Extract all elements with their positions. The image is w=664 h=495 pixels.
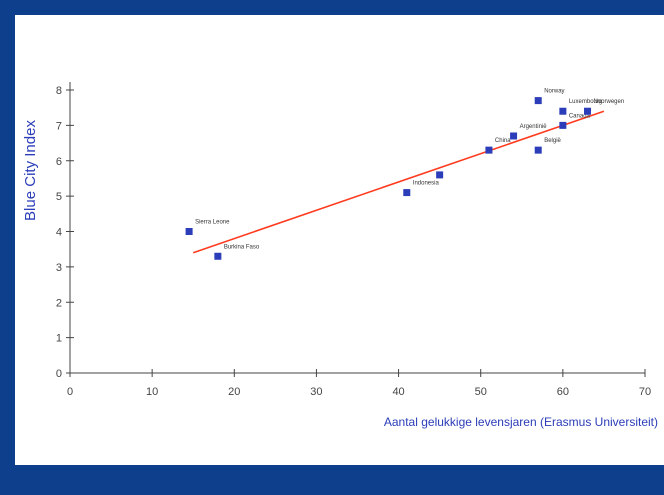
y-tick-label: 1 (56, 333, 62, 345)
trend-line (192, 110, 605, 254)
data-point (584, 107, 591, 115)
y-tick-label: 7 (56, 120, 62, 132)
data-point (485, 146, 493, 154)
data-point-label: België (544, 138, 561, 144)
y-tick-label: 4 (56, 227, 62, 239)
data-point-label: Sierra Leone (195, 220, 230, 226)
x-tick-label: 40 (392, 386, 404, 398)
data-point (534, 146, 542, 154)
y-tick-label: 2 (56, 297, 62, 309)
x-tick-label: 10 (146, 386, 158, 398)
data-point (559, 107, 567, 115)
data-point-label: Canada (569, 113, 591, 119)
y-tick-label: 8 (56, 85, 62, 97)
data-point-label: Burkina Faso (224, 244, 260, 250)
x-axis-title: Aantal gelukkige levensjaren (Erasmus Un… (383, 415, 658, 429)
data-point-label: Norway (544, 89, 564, 95)
x-tick-label: 50 (475, 386, 487, 398)
x-tick-label: 60 (557, 386, 569, 398)
x-tick-label: 70 (639, 386, 651, 398)
y-tick-label: 0 (56, 368, 62, 380)
data-point-label: Luxembourg (569, 99, 602, 105)
data-point (185, 228, 193, 235)
chart-panel: Blue City Index Aantal gelukkige levensj… (15, 15, 664, 465)
data-point-label: Noorwegen (594, 99, 625, 105)
data-point (534, 97, 542, 105)
data-point (214, 252, 222, 260)
data-point-label: China (495, 138, 511, 144)
y-tick-label: 6 (56, 156, 62, 168)
x-tick-label: 20 (228, 386, 240, 398)
data-point (403, 189, 411, 197)
data-point-label: Indonesia (413, 181, 440, 187)
data-point-label: Argentinië (520, 124, 548, 130)
x-tick-label: 0 (67, 386, 73, 398)
data-point (436, 171, 444, 179)
y-tick-label: 3 (56, 262, 62, 274)
data-point (559, 121, 567, 129)
x-tick-label: 30 (310, 386, 322, 398)
y-tick-label: 5 (56, 191, 62, 203)
data-point (510, 132, 518, 140)
